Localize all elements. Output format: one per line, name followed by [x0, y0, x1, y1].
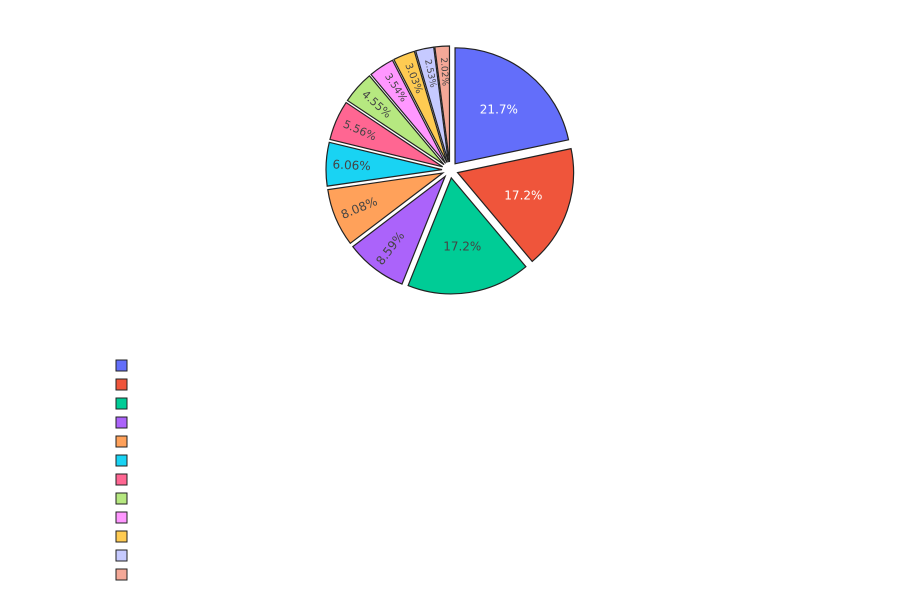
pie-slice-12: [434, 45, 451, 163]
pie-slice-8: [346, 74, 445, 166]
pie-slice-label-6: 6.06%: [332, 157, 371, 173]
pie-slice-7: [329, 101, 444, 168]
legend-swatch-5[interactable]: [115, 435, 128, 448]
pie-slice-3: [407, 176, 527, 295]
legend-swatch-7[interactable]: [115, 473, 128, 486]
pie-slice-4: [351, 174, 447, 285]
legend: [115, 359, 128, 581]
pie-slice-10: [393, 50, 448, 163]
pie-slice-label-2: 17.2%: [504, 188, 542, 202]
legend-swatch-11[interactable]: [115, 549, 128, 562]
legend-swatch-9[interactable]: [115, 511, 128, 524]
legend-swatch-12[interactable]: [115, 568, 128, 581]
legend-swatch-10[interactable]: [115, 530, 128, 543]
legend-swatch-6[interactable]: [115, 454, 128, 467]
legend-swatch-8[interactable]: [115, 492, 128, 505]
legend-swatch-2[interactable]: [115, 378, 128, 391]
pie-slices: [325, 45, 575, 295]
pie-slice-1: [454, 47, 570, 165]
pie-slice-11: [414, 46, 449, 163]
pie-slice-2: [456, 147, 575, 263]
legend-swatch-4[interactable]: [115, 416, 128, 429]
pie-slice-label-3: 17.2%: [443, 240, 481, 254]
legend-swatch-3[interactable]: [115, 397, 128, 410]
legend-swatch-1[interactable]: [115, 359, 128, 372]
pie-slice-6: [325, 141, 443, 187]
pie-slice-label-1: 21.7%: [480, 103, 518, 117]
pie-slice-5: [327, 172, 445, 245]
pie-slice-label-12: 2.02%: [438, 57, 450, 87]
pie-slice-9: [370, 59, 447, 164]
